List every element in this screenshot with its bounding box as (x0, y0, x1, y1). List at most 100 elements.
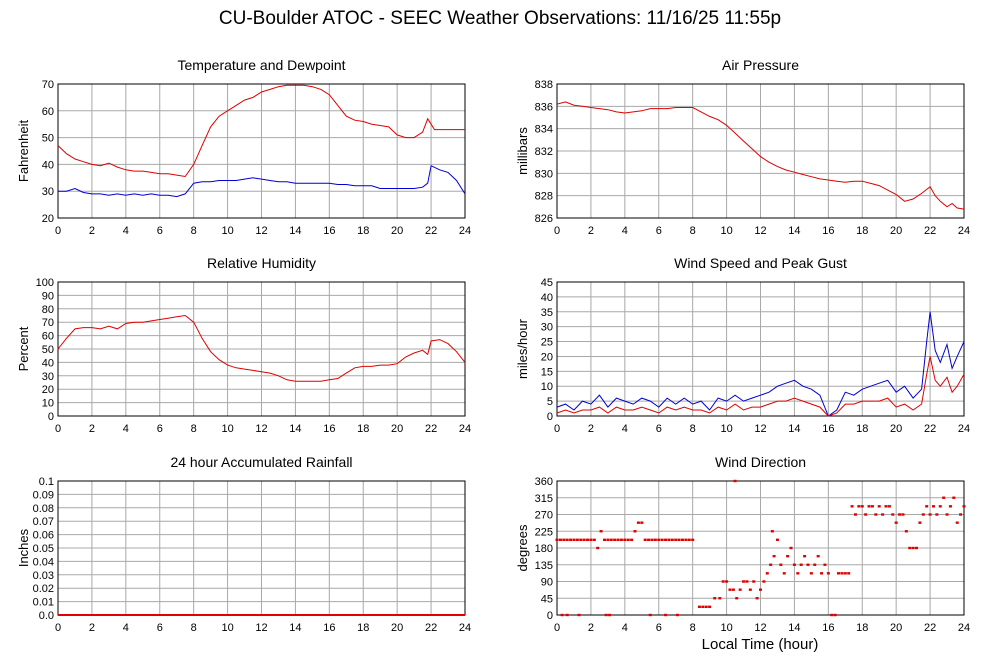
y-tick-label: 40 (42, 159, 54, 171)
x-tick-label: 22 (924, 622, 936, 634)
direction-point (833, 613, 837, 617)
x-tick-label: 0 (55, 225, 61, 237)
direction-point (952, 496, 956, 499)
page-title: CU-Boulder ATOC - SEEC Weather Observati… (218, 8, 782, 29)
direction-point (640, 521, 644, 524)
x-tick-label: 8 (191, 225, 197, 237)
x-tick-label: 12 (754, 225, 766, 237)
x-tick-label: 2 (89, 225, 95, 237)
direction-point (813, 563, 817, 566)
y-tick-label: 0.01 (33, 597, 54, 609)
direction-point (701, 605, 705, 609)
direction-point (687, 538, 691, 542)
direction-point (670, 538, 674, 542)
direction-point (657, 538, 661, 542)
direction-point (721, 580, 725, 583)
direction-point (677, 538, 681, 542)
direction-point (931, 505, 935, 508)
direction-point (935, 513, 939, 516)
x-tick-label: 10 (221, 622, 233, 634)
direction-point (792, 563, 796, 566)
x-tick-label: 14 (289, 622, 301, 634)
direction-point (877, 505, 881, 508)
x-tick-label: 24 (459, 225, 471, 237)
x-tick-label: 22 (425, 225, 437, 237)
direction-point (891, 513, 895, 516)
x-tick-label: 12 (255, 622, 267, 634)
x-tick-label: 18 (357, 622, 369, 634)
plot-frame (57, 83, 466, 219)
direction-point (667, 538, 671, 542)
x-tick-label: 14 (788, 423, 800, 435)
x-tick-label: 0 (554, 225, 560, 237)
y-axis-label: Fahrenheit (16, 120, 31, 183)
y-tick-label: 830 (535, 168, 553, 180)
direction-point (586, 538, 590, 542)
series-line-red (57, 84, 465, 178)
direction-point (582, 538, 586, 542)
x-tick-label: 12 (255, 225, 267, 237)
y-tick-label: 0.06 (33, 530, 54, 542)
direction-point (660, 538, 664, 542)
x-tick-label: 6 (157, 423, 163, 435)
direction-point (555, 538, 559, 542)
y-tick-label: 90 (42, 290, 54, 302)
y-axis-label: Percent (16, 326, 31, 371)
series-line-red (556, 101, 965, 210)
y-tick-label: 45 (541, 593, 553, 605)
chart-title: 24 hour Accumulated Rainfall (170, 454, 352, 470)
y-tick-label: 15 (541, 366, 553, 378)
direction-point (648, 613, 652, 617)
x-tick-label: 22 (425, 622, 437, 634)
y-tick-label: 0 (547, 610, 553, 622)
direction-point (945, 513, 949, 516)
y-tick-label: 70 (42, 79, 54, 91)
y-tick-label: 90 (541, 577, 553, 589)
direction-point (609, 538, 613, 542)
x-axis-label: Local Time (hour) (701, 636, 819, 653)
x-tick-label: 18 (357, 225, 369, 237)
y-tick-label: 0.07 (33, 516, 54, 528)
y-tick-label: 50 (42, 133, 54, 145)
direction-point (775, 538, 779, 542)
direction-point (789, 546, 793, 550)
direction-point (738, 588, 742, 591)
direction-point (762, 580, 766, 583)
direction-point (772, 554, 776, 558)
direction-point (748, 588, 752, 591)
y-tick-label: 0.1 (39, 476, 54, 488)
x-tick-label: 20 (890, 622, 902, 634)
y-tick-label: 836 (535, 101, 553, 113)
direction-point (887, 505, 891, 508)
direction-point (925, 505, 929, 508)
x-tick-label: 14 (289, 423, 301, 435)
direction-point (830, 613, 834, 617)
direction-point (904, 530, 908, 533)
direction-point (577, 613, 581, 617)
direction-point (864, 513, 868, 516)
y-tick-label: 828 (535, 191, 553, 203)
direction-point (650, 538, 654, 542)
x-tick-label: 14 (788, 622, 800, 634)
direction-point (881, 513, 885, 516)
x-tick-label: 18 (856, 622, 868, 634)
direction-point (613, 538, 617, 542)
y-tick-label: 0 (48, 411, 54, 423)
x-tick-label: 8 (191, 423, 197, 435)
direction-point (589, 538, 593, 542)
plot-frame (556, 480, 965, 616)
direction-point (565, 538, 569, 542)
direction-point (623, 538, 627, 542)
y-tick-label: 0.09 (33, 489, 54, 501)
chart-title: Air Pressure (722, 57, 799, 73)
rh-chart: 0 2 4 6 8 10 12 14 16 18 20 22 240102030405060708090… (16, 255, 471, 435)
x-tick-label: 16 (323, 225, 335, 237)
wind-chart: 0 2 4 6 8 10 12 14 16 18 20 22 24051015202530354045W… (515, 255, 970, 435)
direction-point (575, 538, 579, 542)
y-tick-label: 70 (42, 317, 54, 329)
direction-point (901, 513, 905, 516)
direction-point (558, 538, 562, 542)
x-tick-label: 16 (822, 225, 834, 237)
y-tick-label: 0.05 (33, 543, 54, 555)
direction-point (733, 479, 737, 483)
